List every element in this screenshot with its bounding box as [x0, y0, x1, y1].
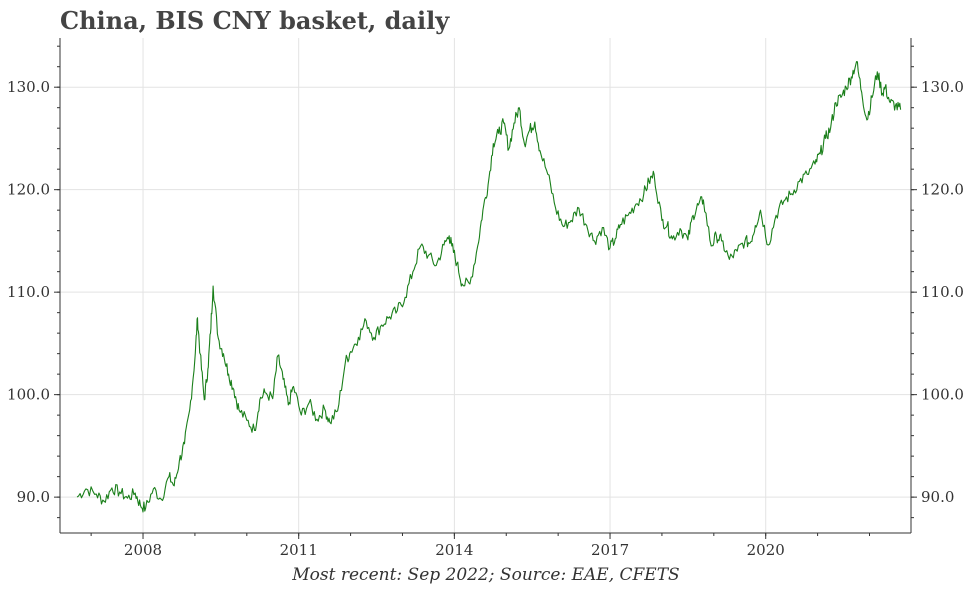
- y-tick-label-left: 130.0: [7, 78, 50, 96]
- x-tick-label: 2014: [435, 541, 473, 559]
- y-tick-label-right: 90.0: [921, 488, 954, 506]
- y-tick-label-right: 110.0: [921, 283, 964, 301]
- x-tick-label: 2011: [280, 541, 318, 559]
- axis-ticks: 2008 2011 2014 2017 2020 90.0 90.0 100.0 100.0 11…: [7, 45, 964, 559]
- x-tick-label: 2020: [747, 541, 785, 559]
- y-tick-label-right: 100.0: [921, 386, 964, 404]
- y-tick-label-right: 120.0: [921, 181, 964, 199]
- x-tick-label: 2017: [591, 541, 629, 559]
- x-tick-label: 2008: [124, 541, 162, 559]
- y-tick-label-left: 90.0: [17, 488, 50, 506]
- gridlines: [60, 38, 911, 533]
- axes-frame: [59, 38, 912, 534]
- series-layer: [76, 61, 902, 513]
- chart-title: China, BIS CNY basket, daily: [60, 6, 450, 35]
- y-tick-label-left: 120.0: [7, 181, 50, 199]
- y-tick-label-right: 130.0: [921, 78, 964, 96]
- y-tick-label-left: 110.0: [7, 283, 50, 301]
- chart-footer: Most recent: Sep 2022; Source: EAE, CFET…: [292, 565, 680, 585]
- series-line: [76, 61, 902, 513]
- y-tick-label-left: 100.0: [7, 386, 50, 404]
